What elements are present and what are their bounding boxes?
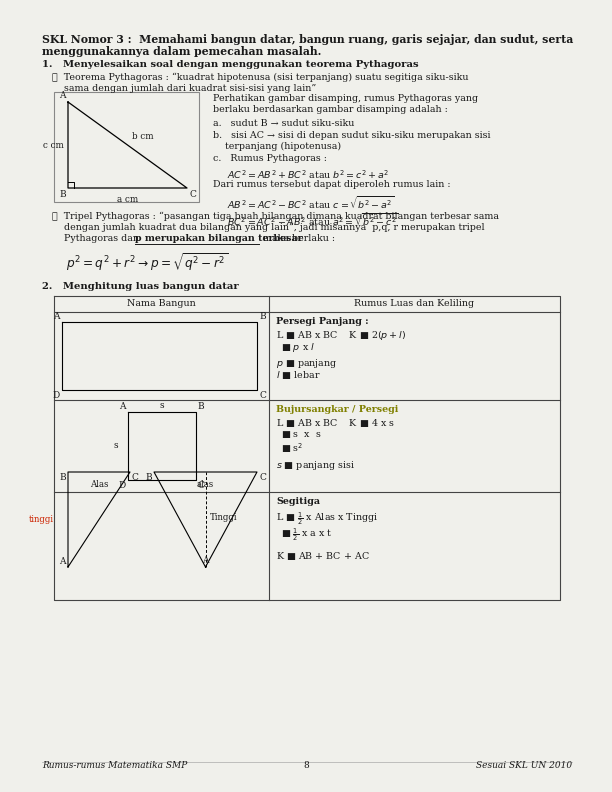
Text: c cm: c cm [43, 140, 64, 150]
Text: B: B [59, 473, 66, 482]
Text: b.   sisi AC → sisi di depan sudut siku-siku merupakan sisi: b. sisi AC → sisi di depan sudut siku-si… [213, 131, 490, 140]
Text: B: B [198, 402, 204, 411]
Text: B: B [259, 312, 266, 321]
Text: C: C [259, 473, 266, 482]
Text: $p^2 = q^2 + r^2 \rightarrow p = \sqrt{q^2 - r^2}$: $p^2 = q^2 + r^2 \rightarrow p = \sqrt{q… [66, 252, 228, 274]
Text: B: B [146, 473, 152, 482]
Text: a cm: a cm [117, 195, 138, 204]
Text: a.   sudut B → sudut siku-siku: a. sudut B → sudut siku-siku [213, 119, 354, 128]
Text: s: s [113, 441, 118, 451]
Text: $BC^2 = AC^2 - AB^2$ atau $a^2 = \sqrt{b^2 - c^2}$: $BC^2 = AC^2 - AB^2$ atau $a^2 = \sqrt{b… [227, 212, 399, 230]
Text: $\blacksquare$ s$^2$: $\blacksquare$ s$^2$ [281, 441, 304, 455]
Text: Segitiga: Segitiga [276, 497, 320, 506]
FancyBboxPatch shape [54, 92, 199, 202]
Text: C: C [189, 190, 196, 199]
Text: c.   Rumus Pythagoras :: c. Rumus Pythagoras : [213, 154, 327, 163]
Text: Rumus Luas dan Keliling: Rumus Luas dan Keliling [354, 299, 474, 309]
Text: B: B [59, 190, 66, 199]
Text: $\blacksquare$ s  x  s: $\blacksquare$ s x s [281, 429, 322, 440]
Text: A: A [53, 312, 60, 321]
Text: terpanjang (hipotenusa): terpanjang (hipotenusa) [225, 142, 341, 151]
Text: $\blacksquare$ $p$ x $l$: $\blacksquare$ $p$ x $l$ [281, 341, 315, 354]
Text: D: D [53, 391, 60, 400]
Text: Bujursangkar / Persegi: Bujursangkar / Persegi [276, 405, 398, 414]
Text: A: A [59, 91, 66, 100]
Text: Sesuai SKL UN 2010: Sesuai SKL UN 2010 [476, 761, 572, 770]
Text: Alas: Alas [90, 480, 108, 489]
Text: Persegi Panjang :: Persegi Panjang : [276, 317, 368, 326]
Text: s: s [159, 401, 164, 410]
Text: L $\blacksquare$ AB x BC    K $\blacksquare$ 2$(p + l)$: L $\blacksquare$ AB x BC K $\blacksquare… [276, 329, 406, 342]
Text: D: D [118, 481, 125, 490]
Text: Nama Bangun: Nama Bangun [127, 299, 196, 309]
Text: $\blacksquare$ $\frac{1}{2}$ x a x t: $\blacksquare$ $\frac{1}{2}$ x a x t [281, 526, 332, 543]
Text: 1.   Menyelesaikan soal dengan menggunakan teorema Pythagoras: 1. Menyelesaikan soal dengan menggunakan… [42, 60, 419, 69]
Text: K $\blacksquare$ AB + BC + AC: K $\blacksquare$ AB + BC + AC [276, 550, 370, 562]
Text: C: C [259, 391, 266, 400]
Text: $l$ $\blacksquare$ lebar: $l$ $\blacksquare$ lebar [276, 369, 321, 381]
Text: Pythagoras dan: Pythagoras dan [64, 234, 142, 243]
Text: $s$ $\blacksquare$ panjang sisi: $s$ $\blacksquare$ panjang sisi [276, 459, 355, 472]
Text: Dari rumus tersebut dapat diperoleh rumus lain :: Dari rumus tersebut dapat diperoleh rumu… [213, 180, 450, 189]
Text: 2.   Menghitung luas bangun datar: 2. Menghitung luas bangun datar [42, 282, 239, 291]
Text: 8: 8 [303, 761, 309, 770]
Text: sama dengan jumlah dari kuadrat sisi-sisi yang lain”: sama dengan jumlah dari kuadrat sisi-sis… [64, 84, 316, 93]
Text: $p$ $\blacksquare$ panjang: $p$ $\blacksquare$ panjang [276, 357, 337, 370]
Text: $AC^2 = AB^2 + BC^2$ atau $b^2 = c^2 + a^2$: $AC^2 = AB^2 + BC^2$ atau $b^2 = c^2 + a… [227, 168, 389, 181]
Text: Rumus-rumus Matematika SMP: Rumus-rumus Matematika SMP [42, 761, 187, 770]
Text: SKL Nomor 3 :  Memahami bangun datar, bangun ruang, garis sejajar, dan sudut, se: SKL Nomor 3 : Memahami bangun datar, ban… [42, 34, 573, 45]
Text: alas: alas [197, 480, 214, 489]
Text: A: A [202, 556, 209, 565]
Text: b cm: b cm [133, 132, 154, 141]
Text: ❖  Tripel Pythagoras : “pasangan tiga buah bilangan dimana kuadrat bilangan terb: ❖ Tripel Pythagoras : “pasangan tiga bua… [52, 212, 499, 221]
Text: tinggi: tinggi [29, 515, 54, 524]
Text: menggunakannya dalam pemecahan masalah.: menggunakannya dalam pemecahan masalah. [42, 46, 321, 57]
Text: Tinggi: Tinggi [209, 513, 237, 522]
Text: p merupakan bilangan terbesar: p merupakan bilangan terbesar [135, 234, 302, 243]
Text: maka berlaku :: maka berlaku : [260, 234, 335, 243]
Text: L $\blacksquare$ $\frac{1}{2}$ x Alas x Tinggi: L $\blacksquare$ $\frac{1}{2}$ x Alas x … [276, 510, 378, 527]
Text: ❖  Teorema Pythagoras : “kuadrat hipotenusa (sisi terpanjang) suatu segitiga sik: ❖ Teorema Pythagoras : “kuadrat hipotenu… [52, 73, 469, 82]
Text: berlaku berdasarkan gambar disamping adalah :: berlaku berdasarkan gambar disamping ada… [213, 105, 448, 114]
Text: C: C [132, 473, 139, 482]
Text: Perhatikan gambar disamping, rumus Pythagoras yang: Perhatikan gambar disamping, rumus Pytha… [213, 94, 478, 103]
Text: A: A [59, 557, 66, 566]
Text: A: A [119, 402, 125, 411]
Text: L $\blacksquare$ AB x BC    K $\blacksquare$ 4 x s: L $\blacksquare$ AB x BC K $\blacksquare… [276, 417, 395, 429]
Text: $AB^2 = AC^2 - BC^2$ atau $c = \sqrt{b^2 - a^2}$: $AB^2 = AC^2 - BC^2$ atau $c = \sqrt{b^2… [227, 195, 394, 212]
Text: C: C [198, 481, 204, 490]
Text: dengan jumlah kuadrat dua bilangan yang lain”, jadi misannya  p,q, r merupakan t: dengan jumlah kuadrat dua bilangan yang … [64, 223, 485, 232]
